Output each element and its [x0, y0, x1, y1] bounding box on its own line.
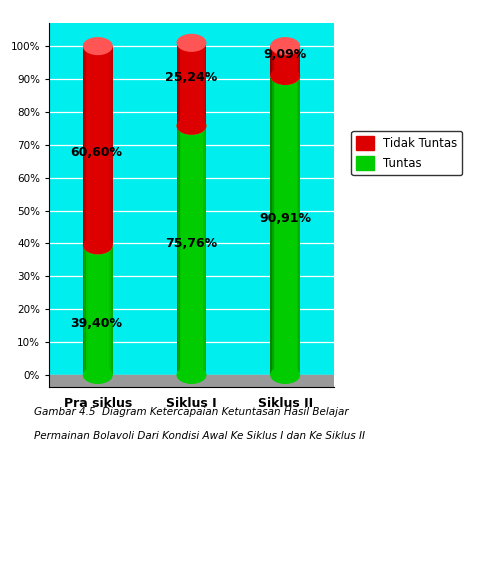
Ellipse shape — [270, 67, 300, 85]
Bar — [297, 76, 299, 375]
Ellipse shape — [83, 236, 113, 254]
Bar — [273, 46, 275, 76]
Bar — [176, 126, 178, 375]
Text: Permainan Bolavoli Dari Kondisi Awal Ke Siklus I dan Ke Siklus II: Permainan Bolavoli Dari Kondisi Awal Ke … — [34, 431, 365, 440]
Ellipse shape — [83, 366, 113, 384]
Bar — [273, 76, 275, 375]
Text: Gambar 4.5  Diagram Ketercapaian Ketuntasan Hasil Belajar: Gambar 4.5 Diagram Ketercapaian Ketuntas… — [34, 407, 349, 417]
Bar — [205, 43, 207, 126]
Bar — [83, 46, 113, 246]
Legend: Tidak Tuntas, Tuntas: Tidak Tuntas, Tuntas — [351, 131, 462, 175]
Bar — [83, 246, 113, 375]
Bar — [203, 43, 205, 126]
Ellipse shape — [176, 117, 207, 135]
Bar — [86, 46, 88, 246]
Bar — [111, 246, 113, 375]
Bar — [270, 76, 300, 375]
Bar — [270, 76, 272, 375]
Bar — [299, 46, 300, 76]
Bar — [176, 43, 207, 126]
Bar — [270, 46, 272, 76]
Bar — [84, 246, 86, 375]
Text: 9,09%: 9,09% — [264, 48, 307, 61]
Bar — [178, 43, 180, 126]
Ellipse shape — [270, 37, 300, 55]
Bar — [84, 46, 86, 246]
Ellipse shape — [270, 366, 300, 384]
Ellipse shape — [270, 67, 300, 85]
Text: 39,40%: 39,40% — [70, 317, 122, 330]
Bar — [178, 126, 180, 375]
Bar — [297, 46, 299, 76]
Bar — [180, 126, 182, 375]
Text: 90,91%: 90,91% — [259, 212, 311, 225]
Bar — [203, 126, 205, 375]
Bar — [205, 126, 207, 375]
Bar — [180, 43, 182, 126]
Bar — [176, 126, 207, 375]
Bar — [176, 43, 178, 126]
Ellipse shape — [83, 37, 113, 55]
Ellipse shape — [176, 117, 207, 135]
Bar — [299, 76, 300, 375]
Ellipse shape — [83, 236, 113, 254]
Bar — [272, 46, 273, 76]
Bar — [111, 46, 113, 246]
Ellipse shape — [176, 366, 207, 384]
Bar — [83, 46, 84, 246]
Text: 25,24%: 25,24% — [165, 71, 218, 84]
Bar — [270, 46, 300, 76]
Text: 60,60%: 60,60% — [70, 146, 122, 159]
Bar — [86, 246, 88, 375]
Ellipse shape — [176, 34, 207, 52]
Bar — [272, 76, 273, 375]
Bar — [49, 375, 334, 387]
Bar — [83, 246, 84, 375]
Text: 75,76%: 75,76% — [165, 238, 218, 250]
Bar — [109, 46, 111, 246]
Bar — [109, 246, 111, 375]
